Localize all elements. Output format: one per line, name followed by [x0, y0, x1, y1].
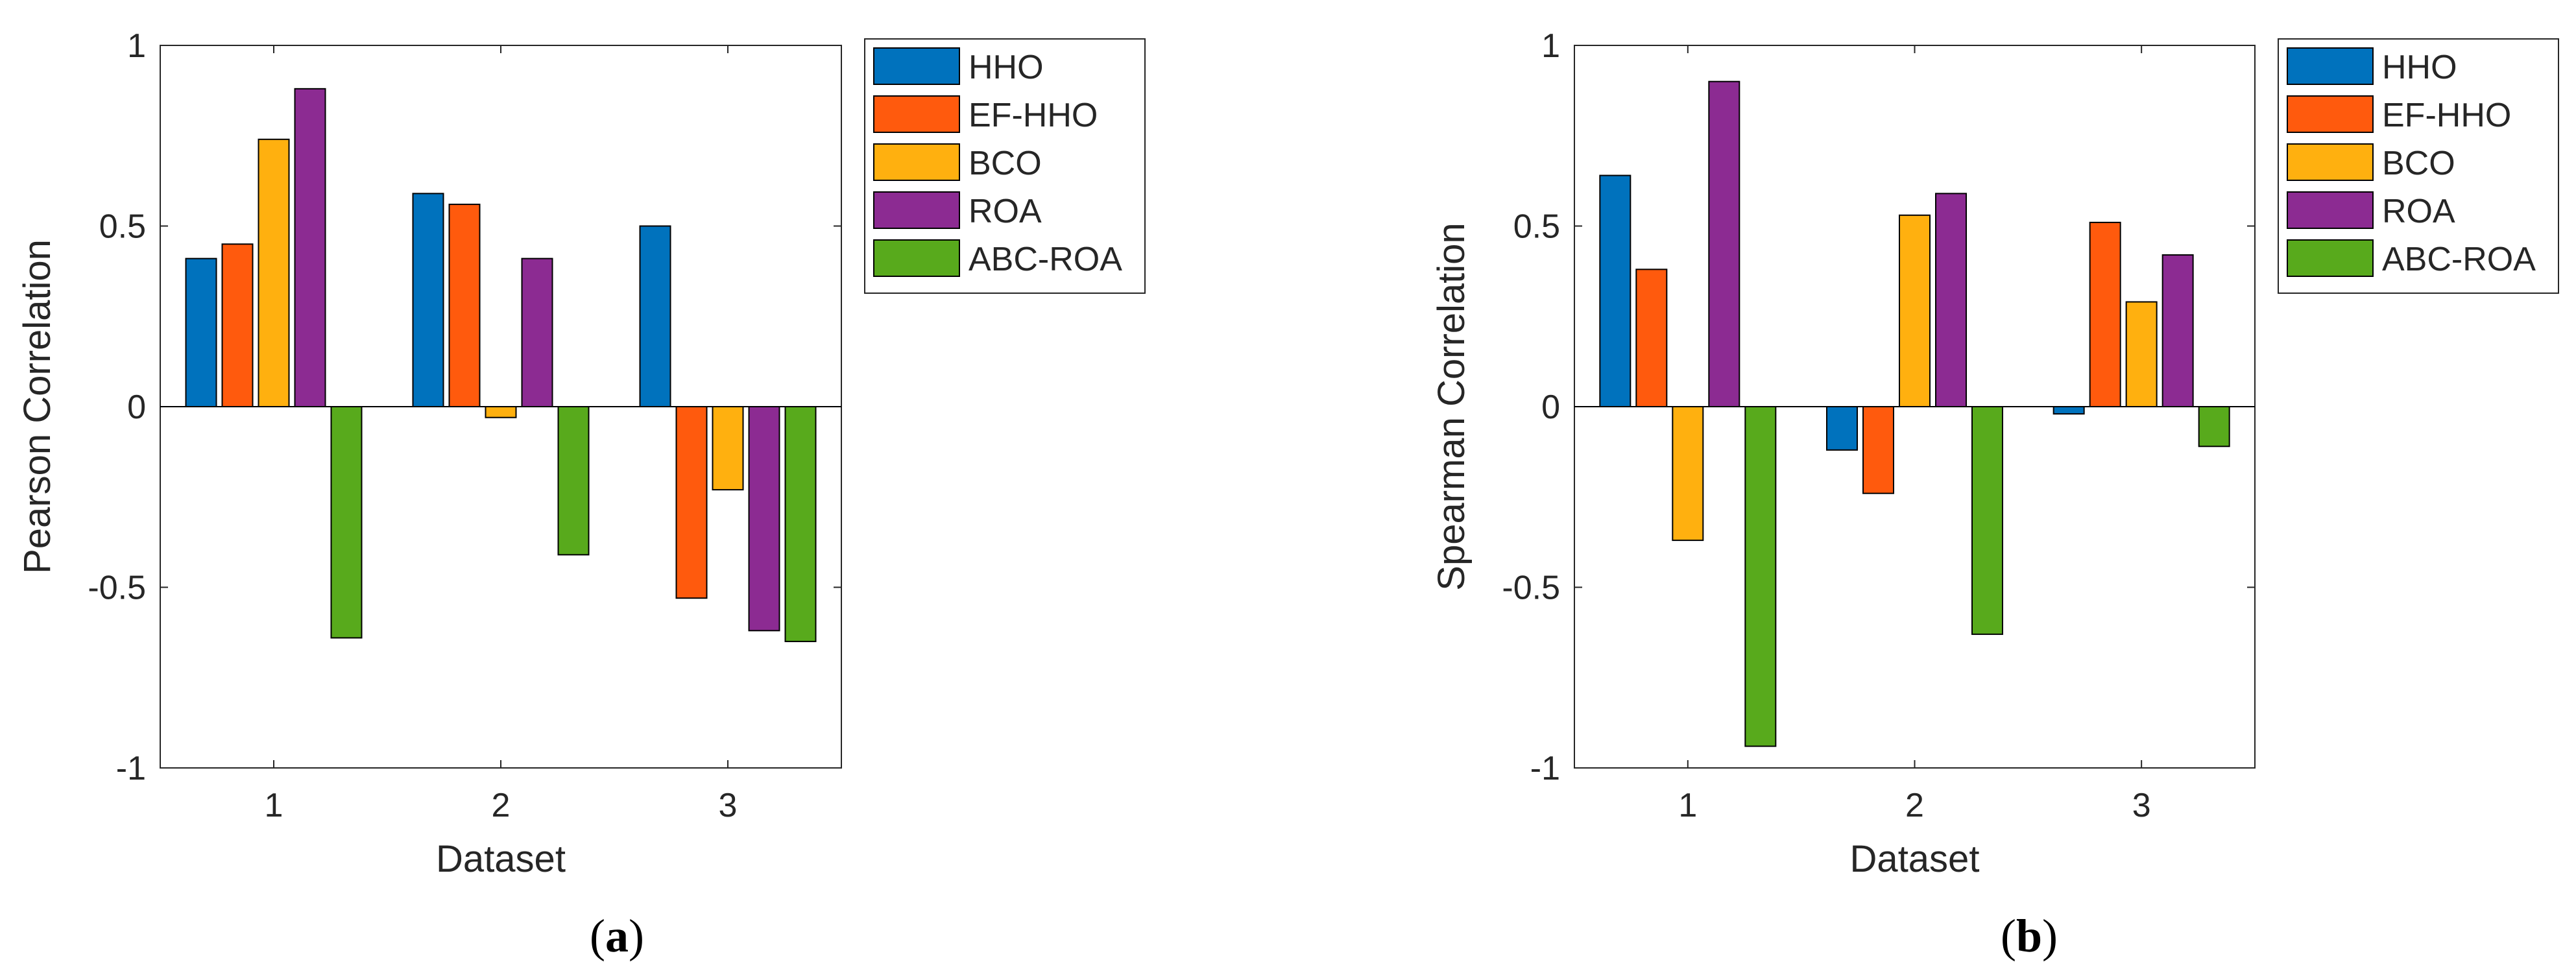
bar-roa	[1708, 80, 1740, 407]
legend-swatch	[873, 47, 960, 85]
bar-bco	[712, 406, 744, 491]
legend-swatch	[2287, 95, 2374, 133]
panel-caption: (b)	[2001, 910, 2058, 962]
legend-swatch	[873, 95, 960, 133]
bar-abc-roa	[784, 406, 817, 643]
x-tick-label: 1	[265, 787, 283, 824]
bar-ef-hho	[221, 243, 254, 407]
y-tick-label: 0	[1541, 388, 1560, 426]
legend-label: EF-HHO	[969, 97, 1098, 134]
bar-hho	[2052, 406, 2085, 415]
x-tick-label: 2	[492, 787, 511, 824]
legend-swatch	[873, 239, 960, 277]
bar-hho	[412, 193, 444, 407]
bar-ef-hho	[1635, 269, 1668, 407]
x-tick-label: 2	[1905, 787, 1924, 824]
legend-label: HHO	[969, 49, 1044, 86]
bar-abc-roa	[330, 406, 363, 639]
bar-abc-roa	[1971, 406, 2003, 635]
y-tick-label: -1	[1530, 750, 1560, 787]
bar-abc-roa	[2198, 406, 2230, 448]
bar-bco	[2125, 301, 2158, 407]
chart-2: 1 0.5 0 -0.5 -1 1 2 3 Dataset Spearman Correlatio…	[1430, 27, 2559, 962]
y-tick-label: -0.5	[1502, 569, 1560, 607]
bar-ef-hho	[675, 406, 708, 599]
bar-hho	[1826, 406, 1858, 451]
legend-swatch	[873, 191, 960, 229]
legend-label: ABC-ROA	[2382, 241, 2536, 278]
legend-label: ROA	[969, 193, 1042, 230]
bar-ef-hho	[2089, 221, 2121, 407]
legend-swatch	[2287, 143, 2374, 181]
y-tick-label: 0	[127, 388, 146, 426]
panel-caption: (a)	[590, 910, 644, 962]
bar-roa	[1935, 193, 1967, 407]
bar-ef-hho	[1862, 406, 1894, 494]
legend-label: ABC-ROA	[969, 241, 1122, 278]
chart-1: 1 0.5 0 -0.5 -1 1 2 3 Dataset Pearson Correlation…	[16, 27, 1146, 962]
bar-roa	[2161, 254, 2194, 407]
y-tick-label: 0.5	[1513, 208, 1560, 246]
bar-roa	[294, 88, 326, 407]
legend-label: EF-HHO	[2382, 97, 2511, 134]
bar-hho	[185, 257, 217, 407]
legend-label: ROA	[2382, 193, 2455, 230]
y-tick-label: 0.5	[99, 208, 146, 246]
bar-bco	[1899, 214, 1931, 407]
bar-roa	[521, 257, 553, 407]
y-tick-label: -1	[116, 750, 146, 787]
bar-abc-roa	[557, 406, 590, 556]
legend-swatch	[873, 143, 960, 181]
y-tick-label: -0.5	[88, 569, 146, 607]
y-axis-label: Pearson Correlation	[16, 239, 58, 574]
y-axis-label: Spearman Correlation	[1430, 222, 1473, 590]
legend-swatch	[2287, 239, 2374, 277]
bar-hho	[639, 225, 671, 407]
legend-swatch	[2287, 47, 2374, 85]
bar-abc-roa	[1744, 406, 1777, 747]
bar-bco	[1672, 406, 1704, 542]
legend-label: HHO	[2382, 49, 2457, 86]
bar-hho	[1599, 174, 1631, 407]
x-axis-label: Dataset	[1850, 838, 1980, 880]
legend-swatch	[2287, 191, 2374, 229]
legend-label: BCO	[2382, 145, 2455, 182]
bar-roa	[748, 406, 780, 632]
y-tick-label: 1	[127, 27, 146, 65]
legend-label: BCO	[969, 145, 1042, 182]
y-tick-label: 1	[1541, 27, 1560, 65]
x-tick-label: 1	[1678, 787, 1697, 824]
bar-bco	[258, 138, 290, 407]
x-tick-label: 3	[2132, 787, 2151, 824]
bar-ef-hho	[448, 204, 481, 407]
x-tick-label: 3	[719, 787, 738, 824]
x-axis-label: Dataset	[436, 838, 566, 880]
bar-bco	[485, 406, 517, 418]
